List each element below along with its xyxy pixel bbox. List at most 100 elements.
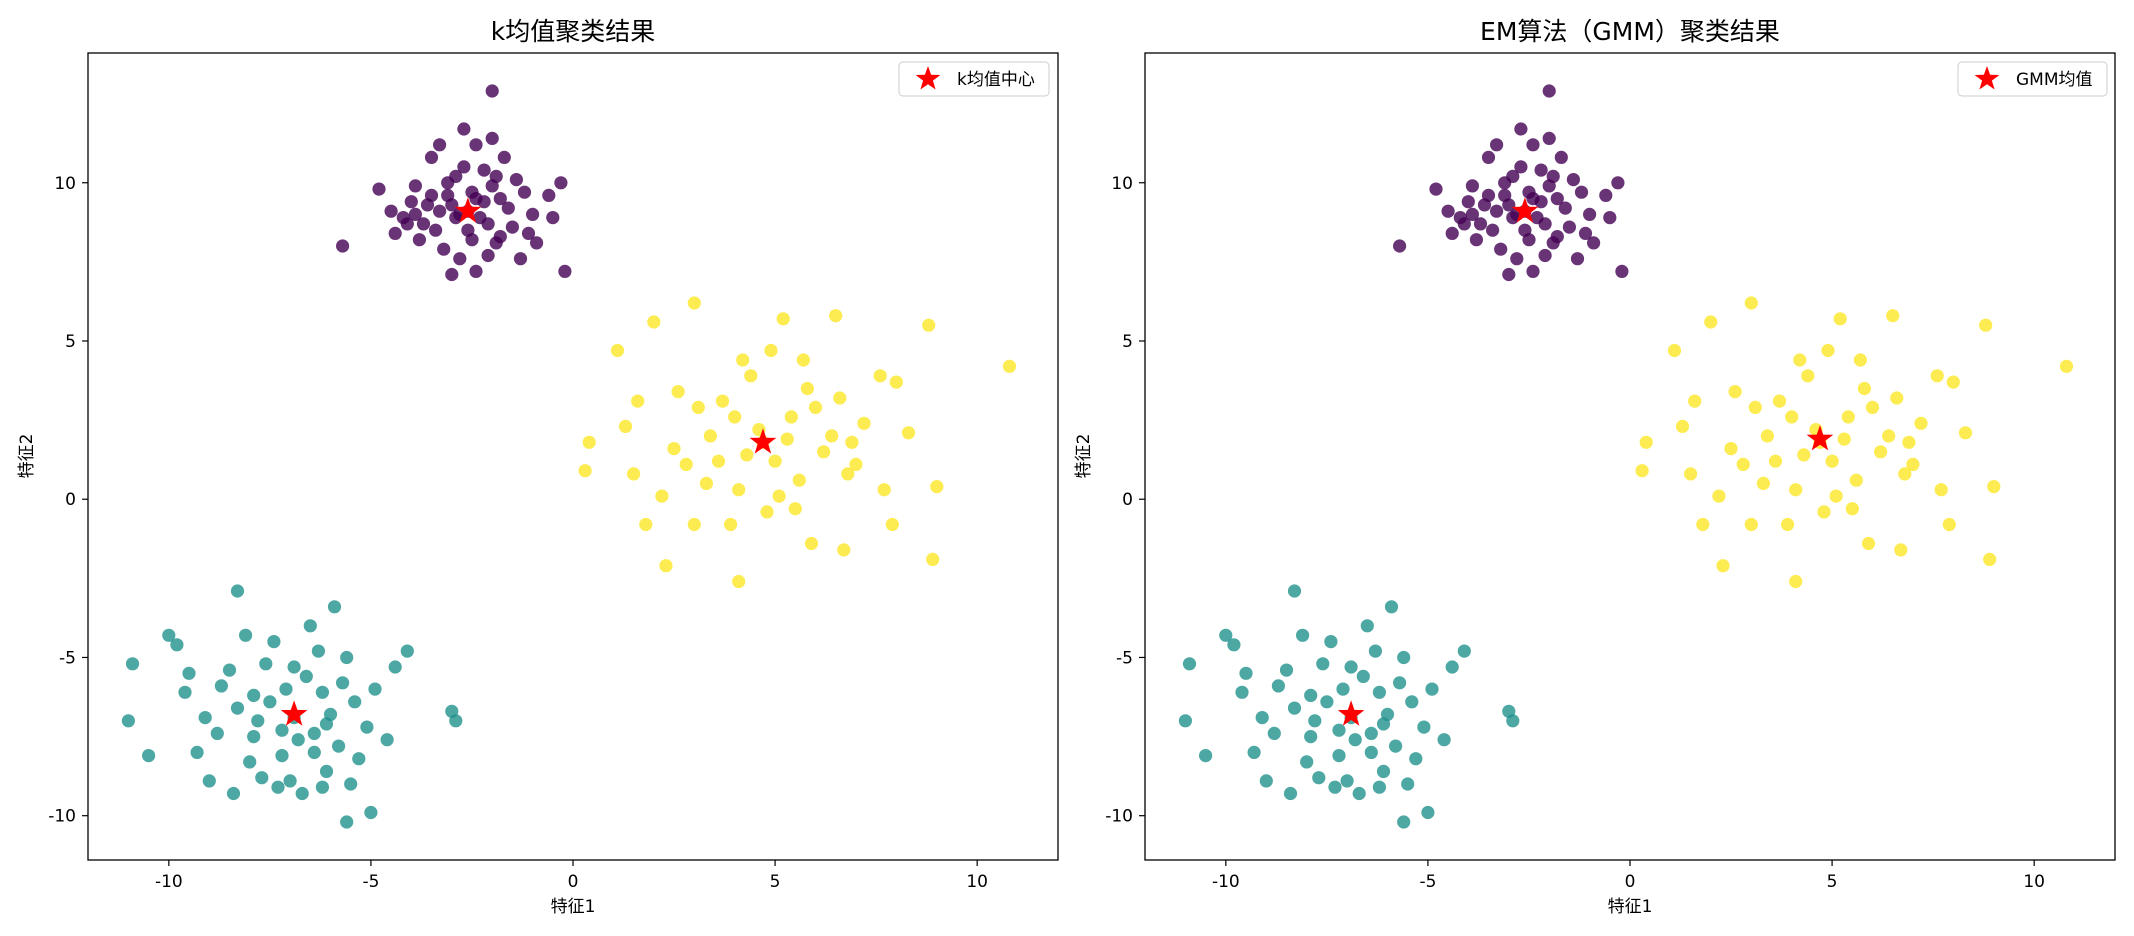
x-tick-label: 10: [2023, 872, 2045, 892]
data-point: [457, 160, 471, 174]
data-point: [368, 682, 382, 696]
data-point: [303, 619, 317, 633]
kmeans-xlabel: 特征1: [551, 897, 596, 917]
data-point: [247, 730, 261, 744]
data-point: [1882, 429, 1896, 443]
data-point: [1199, 749, 1213, 763]
data-point: [627, 467, 641, 481]
data-point: [1457, 644, 1471, 658]
data-point: [344, 777, 358, 791]
data-point: [1526, 192, 1540, 206]
data-point: [639, 517, 653, 532]
data-point: [1465, 179, 1479, 193]
data-point: [760, 505, 774, 519]
data-point: [1494, 242, 1508, 256]
data-point: [1360, 619, 1374, 633]
data-point: [505, 220, 519, 234]
data-point: [1397, 650, 1411, 665]
data-point: [1514, 160, 1528, 174]
data-point: [1324, 635, 1338, 649]
data-point: [267, 635, 281, 649]
data-point: [429, 223, 443, 237]
data-point: [1756, 476, 1770, 490]
data-point: [1393, 239, 1407, 253]
x-tick-label: 0: [568, 872, 579, 892]
data-point: [610, 343, 625, 358]
data-point: [1235, 685, 1249, 699]
data-point: [1336, 682, 1350, 696]
data-point: [1841, 410, 1855, 424]
data-point: [841, 467, 855, 481]
data-point: [922, 318, 936, 332]
data-point: [703, 429, 718, 443]
data-point: [214, 679, 228, 693]
center-star-icon: [1806, 425, 1834, 451]
data-point: [1728, 385, 1742, 399]
data-point: [319, 764, 334, 779]
data-point: [1283, 786, 1298, 801]
data-point: [291, 733, 305, 747]
data-point: [408, 179, 422, 193]
data-point: [1772, 394, 1787, 408]
data-point: [1817, 505, 1831, 519]
data-point: [1397, 815, 1411, 829]
data-point: [1825, 454, 1839, 468]
data-point: [433, 138, 447, 152]
data-point: [1914, 416, 1928, 430]
data-point: [1332, 749, 1346, 763]
data-point: [1845, 502, 1859, 516]
data-point: [481, 248, 495, 263]
data-point: [162, 628, 176, 642]
data-point: [1340, 774, 1354, 788]
data-point: [1538, 248, 1552, 263]
data-point: [655, 489, 669, 503]
data-point: [1874, 445, 1888, 459]
data-point: [1259, 774, 1273, 788]
data-point: [1898, 467, 1912, 481]
legend-star-icon: [1974, 66, 2000, 90]
kmeans-ylabel: 特征2: [17, 434, 37, 479]
data-point: [1587, 236, 1601, 250]
data-point: [901, 426, 916, 440]
data-point: [1304, 688, 1318, 703]
data-point: [1849, 473, 1863, 487]
data-point: [631, 394, 645, 408]
data-point: [445, 267, 459, 282]
data-point: [497, 150, 511, 164]
data-point: [1675, 419, 1690, 433]
data-point: [667, 442, 681, 456]
data-point: [1639, 435, 1653, 449]
data-point: [671, 385, 685, 399]
kmeans-panel: k均值聚类结果 -10 -5 0 5 10 -10 -5 0 5 10 特征1 特征2 k均值中心: [17, 17, 1059, 917]
data-point: [804, 536, 819, 551]
data-point: [1801, 369, 1815, 383]
data-point: [659, 559, 673, 573]
data-point: [1684, 467, 1698, 481]
data-point: [279, 682, 293, 696]
data-point: [473, 211, 487, 225]
data-point: [1534, 163, 1548, 177]
gmm-legend-star-icon: [1974, 66, 2000, 90]
data-point: [1481, 150, 1496, 164]
data-point: [1635, 464, 1649, 478]
data-point: [1239, 666, 1253, 680]
data-point: [182, 666, 196, 680]
data-point: [1332, 723, 1346, 737]
center-star-icon: [749, 428, 777, 454]
x-tick-label: 0: [1625, 872, 1636, 892]
data-point: [1473, 217, 1488, 231]
data-point: [1461, 195, 1475, 209]
x-tick-label: -10: [155, 872, 183, 892]
data-point: [198, 711, 212, 725]
data-point: [1328, 780, 1342, 794]
data-point: [1744, 296, 1758, 310]
data-point: [1502, 198, 1516, 212]
data-point: [1356, 669, 1370, 684]
data-point: [1287, 701, 1302, 715]
data-point: [1781, 517, 1795, 532]
data-point: [327, 600, 342, 614]
data-point: [1688, 394, 1702, 408]
data-point: [1987, 480, 2001, 494]
data-point: [1930, 369, 1944, 383]
data-point: [493, 230, 507, 244]
